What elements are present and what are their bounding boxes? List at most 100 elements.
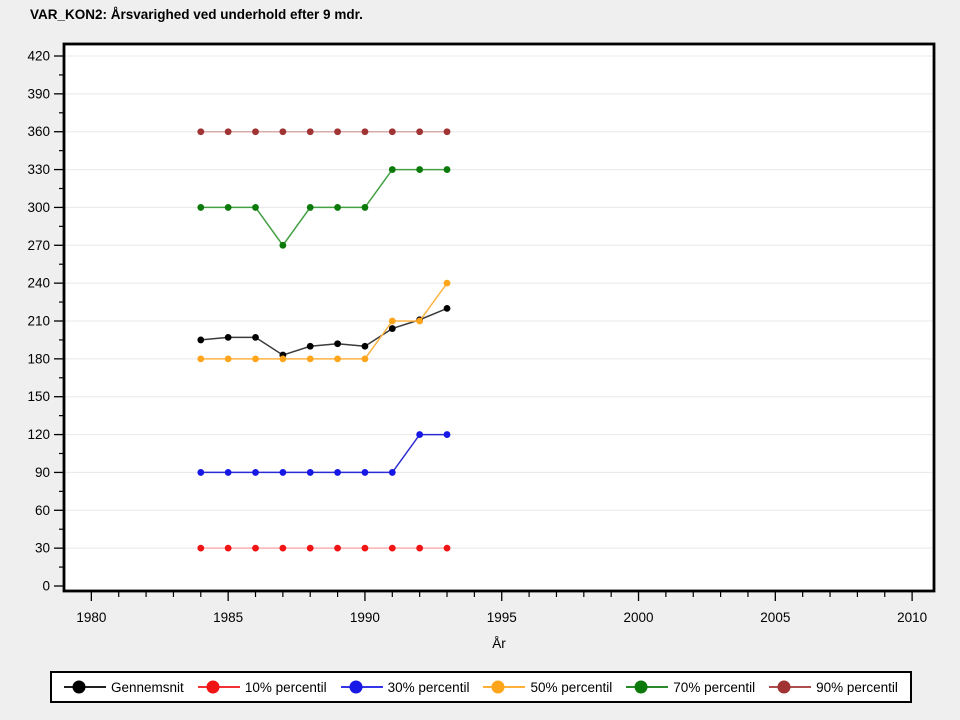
series-marker-30-percentil xyxy=(252,469,259,476)
series-marker-90-percentil xyxy=(443,128,451,136)
legend-label: 50% percentil xyxy=(530,679,613,695)
y-tick-label: 0 xyxy=(42,579,50,594)
series-marker-50-percentil xyxy=(279,355,287,363)
series-marker-10-percentil xyxy=(252,544,259,552)
series-marker-70-percentil xyxy=(361,204,369,211)
series-marker-30-percentil xyxy=(224,469,232,476)
series-marker-30-percentil xyxy=(361,469,369,476)
series-marker-30-percentil xyxy=(443,431,451,438)
series-marker-10-percentil xyxy=(334,544,341,552)
legend-marker-90-percentil xyxy=(769,680,812,694)
series-marker-50-percentil xyxy=(416,317,424,325)
series-marker-gennemsnit xyxy=(252,334,259,341)
series-marker-10-percentil xyxy=(306,544,314,552)
series-marker-30-percentil xyxy=(197,469,205,476)
series-marker-50-percentil xyxy=(443,279,451,287)
y-tick-label: 60 xyxy=(35,503,50,518)
series-marker-90-percentil xyxy=(279,128,287,136)
series-marker-70-percentil xyxy=(197,204,205,211)
legend-label: 30% percentil xyxy=(387,679,470,695)
legend-marker-10-percentil xyxy=(197,680,240,694)
legend-item-90-percentil: 90% percentil xyxy=(769,679,898,695)
x-tick-label: 2005 xyxy=(760,610,790,625)
y-tick-label: 210 xyxy=(27,314,50,329)
series-marker-90-percentil xyxy=(388,128,396,136)
y-tick-label: 120 xyxy=(27,427,50,442)
series-marker-10-percentil xyxy=(197,544,205,552)
series-marker-gennemsnit xyxy=(334,340,341,348)
legend-item-50-percentil: 50% percentil xyxy=(483,679,612,695)
x-tick-label: 1990 xyxy=(350,610,380,625)
x-axis-label: År xyxy=(492,636,506,651)
series-marker-30-percentil xyxy=(388,469,396,476)
legend-label: Gennemsnit xyxy=(111,679,184,695)
series-marker-90-percentil xyxy=(252,128,259,136)
series-marker-50-percentil xyxy=(306,355,314,363)
series-marker-70-percentil xyxy=(279,241,287,249)
x-tick-label: 1995 xyxy=(487,610,517,625)
chart-title: VAR_KON2: Årsvarighed ved underhold efte… xyxy=(30,7,363,22)
y-tick-label: 360 xyxy=(27,124,50,139)
series-marker-70-percentil xyxy=(252,204,259,211)
series-marker-50-percentil xyxy=(388,317,396,325)
x-tick-label: 1980 xyxy=(76,610,106,625)
legend-item-70-percentil: 70% percentil xyxy=(626,679,755,695)
series-marker-90-percentil xyxy=(197,128,205,136)
series-marker-50-percentil xyxy=(361,355,369,363)
series-marker-30-percentil xyxy=(334,469,341,476)
series-marker-90-percentil xyxy=(361,128,369,136)
legend-marker-gennemsnit xyxy=(64,680,106,694)
series-marker-10-percentil xyxy=(388,544,396,552)
series-marker-gennemsnit xyxy=(197,336,205,344)
series-marker-gennemsnit xyxy=(306,342,314,350)
series-marker-50-percentil xyxy=(252,355,259,363)
series-marker-gennemsnit xyxy=(224,334,232,341)
series-marker-30-percentil xyxy=(306,469,314,476)
series-marker-90-percentil xyxy=(334,128,341,136)
legend-marker-30-percentil xyxy=(340,680,383,694)
x-tick-label: 2000 xyxy=(624,610,654,625)
series-marker-90-percentil xyxy=(416,128,424,136)
y-tick-label: 330 xyxy=(27,162,50,177)
series-marker-70-percentil xyxy=(388,166,396,173)
series-marker-gennemsnit xyxy=(388,325,396,332)
series-marker-70-percentil xyxy=(443,166,451,173)
legend-label: 70% percentil xyxy=(673,679,756,695)
plot-area: 0 30 60 90 120 150 180 210 240 270 300 330 360 390 420… xyxy=(27,42,936,625)
y-tick-label: 180 xyxy=(27,351,50,366)
legend-label: 90% percentil xyxy=(816,679,898,695)
x-tick-label: 2010 xyxy=(897,610,927,625)
series-marker-gennemsnit xyxy=(443,304,451,312)
legend-label: 10% percentil xyxy=(244,679,327,695)
series-marker-10-percentil xyxy=(443,544,451,552)
series-marker-10-percentil xyxy=(416,544,424,552)
series-line-30-percentil xyxy=(200,433,448,474)
legend-marker-50-percentil xyxy=(483,680,526,694)
legend-item-gennemsnit: Gennemsnit xyxy=(64,679,184,695)
plot-background xyxy=(64,44,934,591)
series-marker-50-percentil xyxy=(224,355,232,363)
series-line-gennemsnit xyxy=(200,307,448,356)
legend-item-10-percentil: 10% percentil xyxy=(197,679,327,695)
y-tick-label: 150 xyxy=(27,389,50,404)
series-marker-90-percentil xyxy=(306,128,314,136)
y-tick-label: 90 xyxy=(35,465,50,480)
y-tick-label: 420 xyxy=(27,49,50,64)
series-marker-10-percentil xyxy=(361,544,369,552)
legend: Gennemsnit 10% percentil 30% percentil 50% … xyxy=(50,671,912,703)
y-tick-label: 30 xyxy=(35,541,50,556)
y-tick-label: 240 xyxy=(27,276,50,291)
series-marker-70-percentil xyxy=(224,204,232,211)
series-marker-10-percentil xyxy=(279,544,287,552)
y-tick-label: 270 xyxy=(27,238,50,253)
legend-marker-70-percentil xyxy=(626,680,669,694)
series-marker-50-percentil xyxy=(197,355,205,363)
series-marker-70-percentil xyxy=(306,204,314,211)
series-line-50-percentil xyxy=(200,282,448,360)
plot-frame xyxy=(62,42,936,593)
y-tick-label: 390 xyxy=(27,86,50,101)
x-tick-label: 1985 xyxy=(213,610,243,625)
y-tick-label: 300 xyxy=(27,200,50,215)
series-marker-10-percentil xyxy=(224,544,232,552)
legend-item-30-percentil: 30% percentil xyxy=(340,679,470,695)
